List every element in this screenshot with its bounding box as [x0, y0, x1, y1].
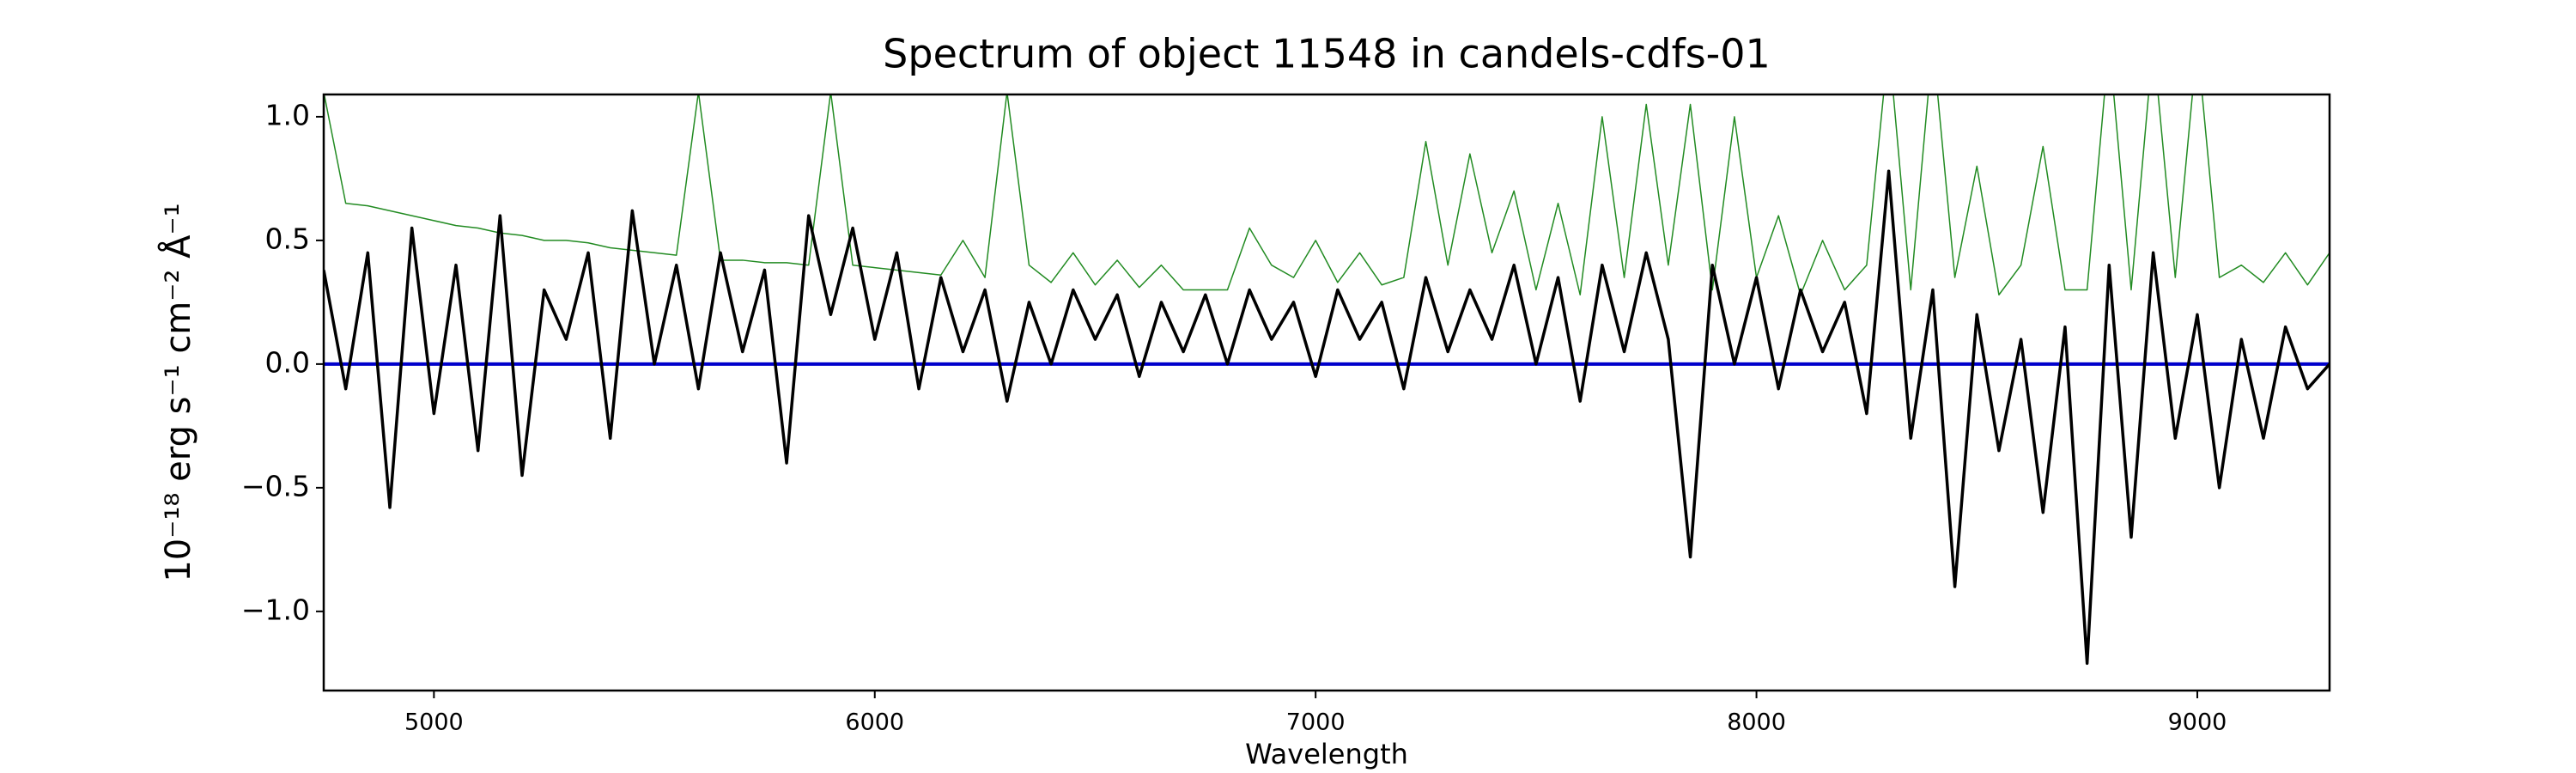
y-tick-label: 0.0: [265, 345, 310, 379]
chart-title: Spectrum of object 11548 in candels-cdfs…: [883, 31, 1771, 77]
x-tick-label: 9000: [2168, 709, 2227, 736]
x-tick-label: 5000: [404, 709, 464, 736]
x-tick-label: 8000: [1727, 709, 1786, 736]
plot-area: [324, 94, 2330, 666]
y-tick-label: 1.0: [265, 98, 310, 131]
series-line: [324, 169, 2330, 666]
y-tick-label: −1.0: [241, 593, 310, 626]
series-line: [324, 94, 2330, 295]
y-tick-label: 0.5: [265, 222, 310, 255]
plot-frame: [322, 93, 2331, 692]
x-tick-label: 6000: [845, 709, 904, 736]
y-axis-label: 10⁻¹⁸ erg s⁻¹ cm⁻² Å⁻¹: [157, 203, 198, 581]
x-axis-label: Wavelength: [1245, 738, 1408, 770]
y-tick-label: −0.5: [241, 469, 310, 502]
x-tick-label: 7000: [1286, 709, 1346, 736]
